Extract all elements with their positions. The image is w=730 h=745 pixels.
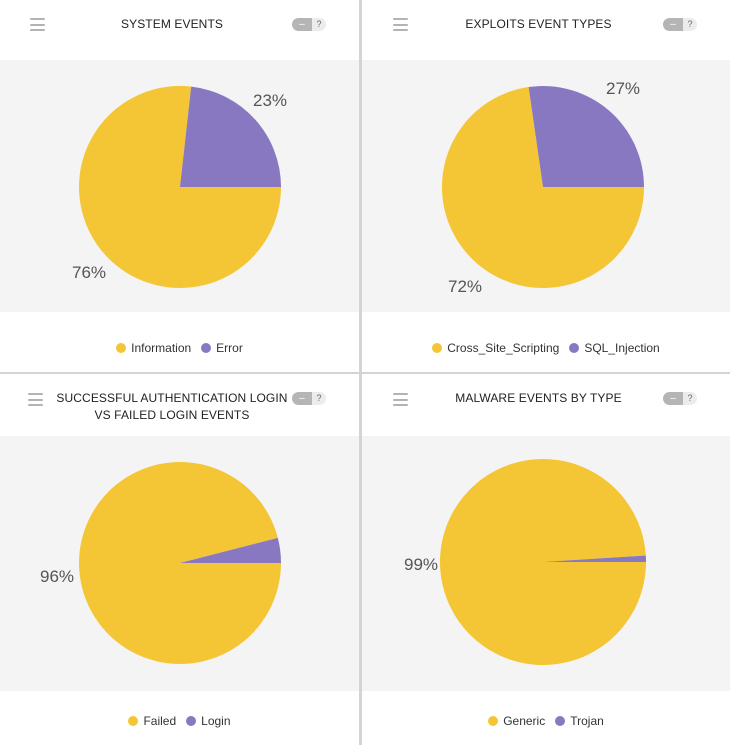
legend-label: Login	[201, 714, 231, 728]
menu-icon[interactable]	[28, 393, 43, 406]
legend-dot-icon	[128, 716, 139, 726]
menu-icon[interactable]	[393, 393, 408, 406]
chart-title: SUCCESSFUL AUTHENTICATION LOGIN VS FAILE…	[56, 391, 288, 422]
data-label: 99%	[404, 555, 438, 574]
minimize-button[interactable]: –	[663, 391, 683, 405]
data-label: 96%	[40, 567, 74, 586]
legend-item-information[interactable]: Information	[116, 341, 191, 355]
panel-malware-events: MALWARE EVENTS BY TYPE – ? 99% Generic T…	[362, 374, 730, 745]
pie-chart: 99%	[404, 458, 646, 665]
legend-dot-icon	[555, 716, 566, 726]
panel-controls: – ?	[663, 17, 697, 31]
menu-icon[interactable]	[393, 18, 408, 31]
legend-item-login[interactable]: Login	[186, 714, 231, 728]
legend: Information Error	[0, 341, 359, 355]
panel-exploits-event-types: EXPLOITS EVENT TYPES – ? 72% 27% Cross_Si…	[362, 0, 730, 372]
legend-item-cross-site-scripting[interactable]: Cross_Site_Scripting	[432, 341, 559, 355]
panel-controls: – ?	[292, 17, 326, 31]
legend: Cross_Site_Scripting SQL_Injection	[362, 341, 730, 355]
pie-chart: 72% 27%	[442, 79, 644, 296]
chart-title: MALWARE EVENTS BY TYPE	[455, 391, 622, 405]
help-button[interactable]: ?	[683, 391, 697, 405]
pie-slice-error[interactable]	[180, 86, 281, 187]
data-label: 27%	[606, 79, 640, 98]
legend-item-failed[interactable]: Failed	[128, 714, 176, 728]
help-button[interactable]: ?	[312, 17, 326, 31]
pie-chart: 76% 23%	[72, 85, 287, 288]
legend-item-sql-injection[interactable]: SQL_Injection	[569, 341, 660, 355]
chart-area: 99%	[362, 436, 730, 691]
legend-item-error[interactable]: Error	[201, 341, 243, 355]
panel-system-events: SYSTEM EVENTS – ? 76% 23% Information Err…	[0, 0, 359, 372]
panel-controls: – ?	[663, 391, 697, 405]
legend-label: Error	[216, 341, 243, 355]
panel-authentication-login: SUCCESSFUL AUTHENTICATION LOGIN VS FAILE…	[0, 374, 359, 745]
legend-label: Trojan	[570, 714, 604, 728]
data-label: 23%	[253, 91, 287, 110]
panel-controls: – ?	[292, 391, 326, 405]
legend-item-trojan[interactable]: Trojan	[555, 714, 604, 728]
legend-label: Cross_Site_Scripting	[447, 341, 560, 355]
chart-area: 76% 23%	[0, 60, 359, 312]
legend-dot-icon	[432, 343, 443, 353]
pie-slice-login[interactable]	[180, 537, 281, 563]
pie-slice-sql-injection[interactable]	[528, 86, 644, 187]
legend-label: Failed	[143, 714, 177, 728]
legend-dot-icon	[116, 343, 127, 353]
pie-chart: 96%	[40, 462, 282, 664]
minimize-button[interactable]: –	[292, 391, 312, 405]
data-label: 76%	[72, 263, 106, 282]
legend: Failed Login	[0, 714, 359, 728]
legend-dot-icon	[488, 716, 499, 726]
chart-title: EXPLOITS EVENT TYPES	[465, 17, 612, 31]
pie-slice-information[interactable]	[79, 85, 282, 288]
minimize-button[interactable]: –	[663, 17, 683, 31]
legend-dot-icon	[186, 716, 197, 726]
help-button[interactable]: ?	[312, 391, 326, 405]
pie-slice-trojan[interactable]	[543, 555, 646, 562]
legend-label: SQL_Injection	[584, 341, 660, 355]
data-label: 72%	[448, 277, 482, 296]
pie-slice-generic[interactable]	[439, 458, 646, 665]
legend-item-generic[interactable]: Generic	[488, 714, 545, 728]
minimize-button[interactable]: –	[292, 17, 312, 31]
help-button[interactable]: ?	[683, 17, 697, 31]
legend-label: Generic	[503, 714, 546, 728]
legend-dot-icon	[201, 343, 212, 353]
legend-dot-icon	[569, 343, 580, 353]
menu-icon[interactable]	[30, 18, 45, 31]
chart-area: 96%	[0, 436, 359, 691]
chart-title: SYSTEM EVENTS	[121, 17, 223, 31]
legend: Generic Trojan	[362, 714, 730, 728]
chart-area: 72% 27%	[362, 60, 730, 312]
legend-label: Information	[131, 341, 192, 355]
pie-slice-cross-site-scripting[interactable]	[442, 87, 644, 288]
